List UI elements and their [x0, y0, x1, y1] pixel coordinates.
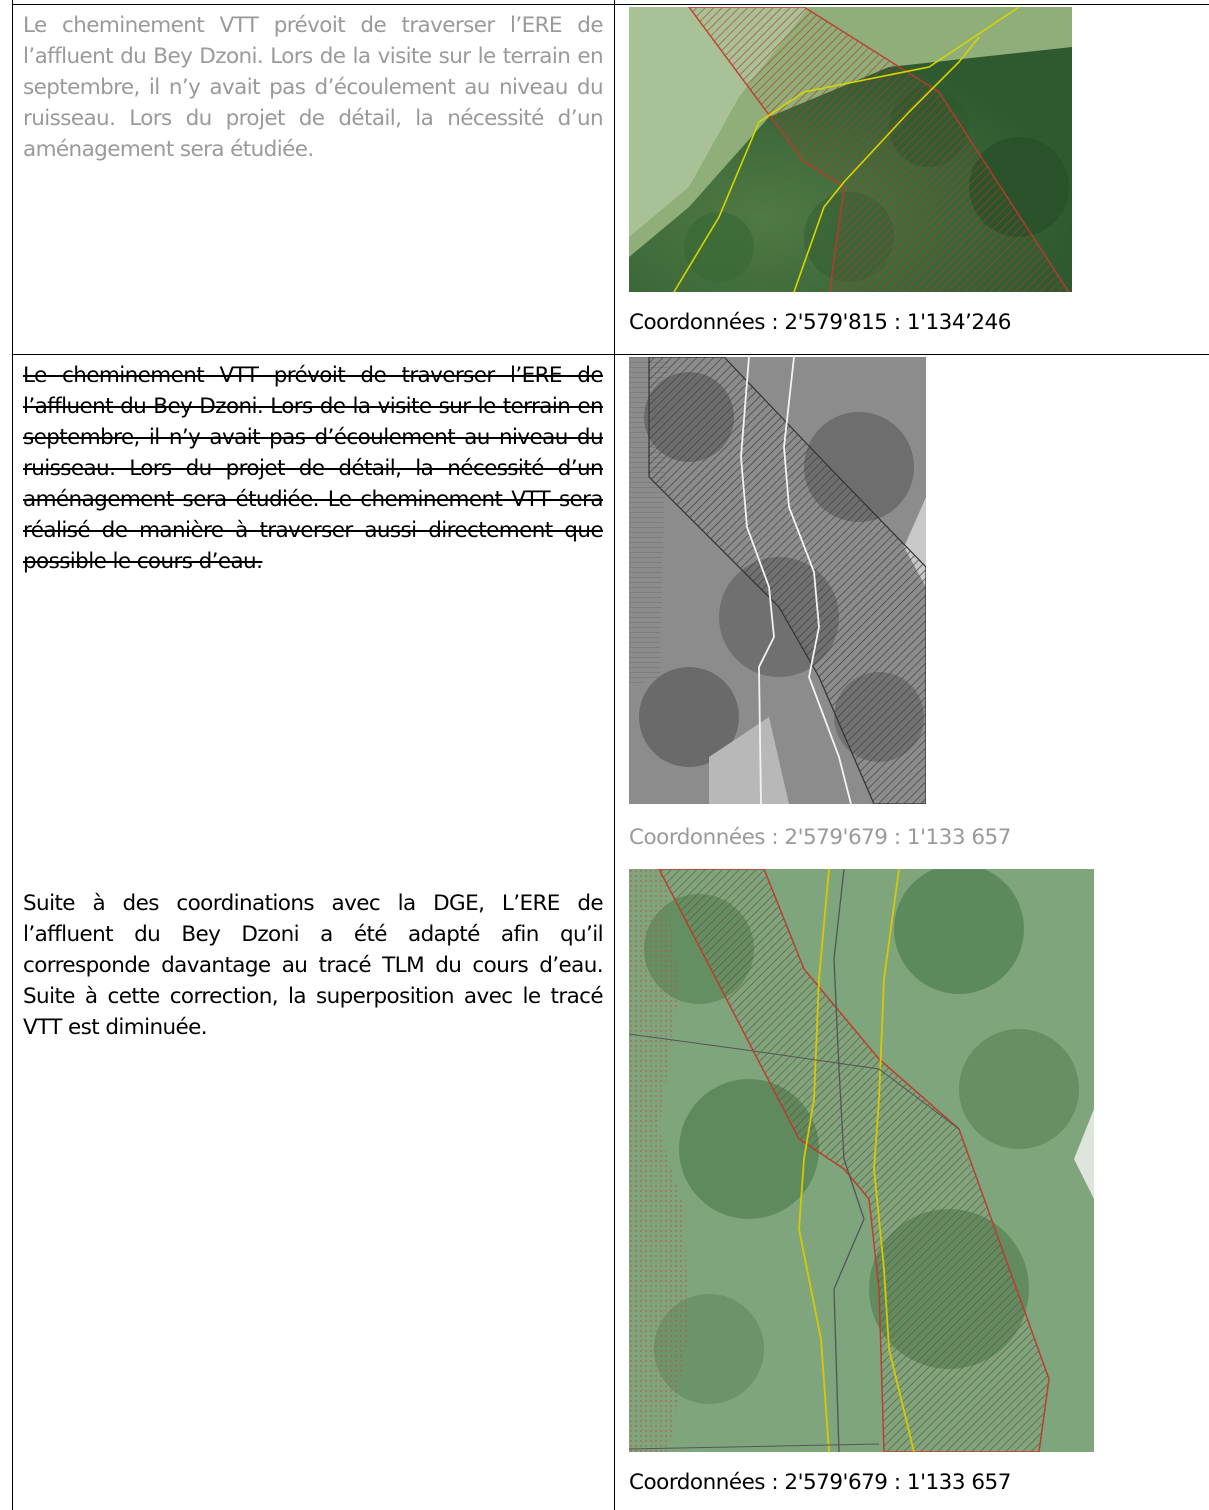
row1-coordinates-caption: Coordonnées : 2'579'815 : 1'134’246	[629, 310, 1011, 335]
row2-new-coordinates-caption: Coordonnées : 2'579'679 : 1'133 657	[629, 1470, 1011, 1495]
table-left-border	[12, 0, 13, 1510]
row1-description: Le cheminement VTT prévoit de traverser …	[23, 13, 604, 162]
row2-new-map-image	[629, 869, 1094, 1452]
row2-old-map-image	[629, 357, 926, 804]
table-row-divider	[12, 354, 1209, 355]
row1-map-image	[629, 7, 1072, 292]
row2-new-description: Suite à des coordinations avec la DGE, L…	[23, 891, 604, 1040]
table-column-divider	[614, 0, 615, 1510]
row2-old-coordinates-caption: Coordonnées : 2'579'679 : 1'133 657	[629, 825, 1011, 850]
row2-struck-description: Le cheminement VTT prévoit de traverser …	[23, 363, 604, 574]
table-top-border	[12, 4, 1209, 5]
